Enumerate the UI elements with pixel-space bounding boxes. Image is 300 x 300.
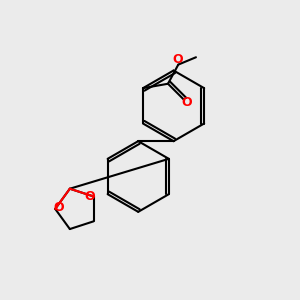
- Text: O: O: [181, 96, 192, 110]
- Text: O: O: [53, 201, 64, 214]
- Text: O: O: [85, 190, 95, 203]
- Text: O: O: [172, 53, 183, 66]
